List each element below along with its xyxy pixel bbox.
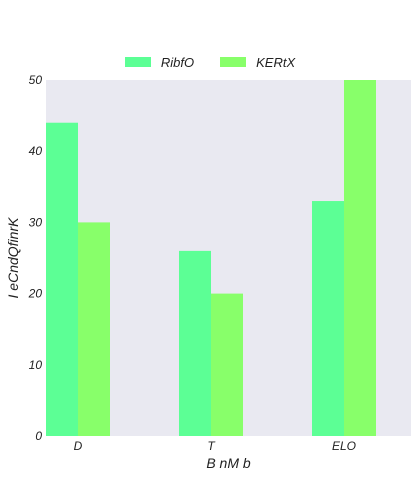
- bar-t-series-1: [179, 250, 211, 436]
- bar-d-series-2: [78, 222, 110, 436]
- y-axis-label: I eCndQfinrK: [5, 217, 21, 299]
- legend-label-series-2: KERtX: [256, 54, 296, 70]
- legend-swatch-series-1: [124, 57, 151, 67]
- y-axis-ticks: 0 10 20 30 40 50: [28, 73, 43, 443]
- bar-elo-series-2: [344, 80, 376, 436]
- x-tick-label: D: [74, 439, 83, 453]
- y-tick-label: 30: [29, 215, 43, 229]
- x-tick-label: ELO: [332, 439, 356, 453]
- bar-elo-series-1: [312, 201, 344, 436]
- bar-d-series-1: [46, 122, 78, 436]
- bars-group: [46, 80, 376, 436]
- x-axis-ticks: D T ELO: [74, 439, 356, 453]
- legend-swatch-series-2: [220, 57, 247, 67]
- y-tick-label: 20: [28, 287, 43, 301]
- legend-item-series-2: KERtX: [220, 55, 295, 70]
- legend-item-series-1: RibfO: [124, 54, 195, 70]
- bar-t-series-2: [211, 293, 243, 436]
- legend-label-series-1: RibfO: [160, 54, 195, 70]
- legend: RibfO KERtX: [0, 52, 420, 72]
- x-axis-label: B nM b: [206, 455, 251, 471]
- y-tick-label: 40: [29, 144, 43, 158]
- x-tick-label: T: [207, 439, 216, 453]
- y-tick-label: 0: [35, 429, 42, 443]
- y-tick-label: 50: [29, 73, 43, 87]
- y-tick-label: 10: [29, 358, 43, 372]
